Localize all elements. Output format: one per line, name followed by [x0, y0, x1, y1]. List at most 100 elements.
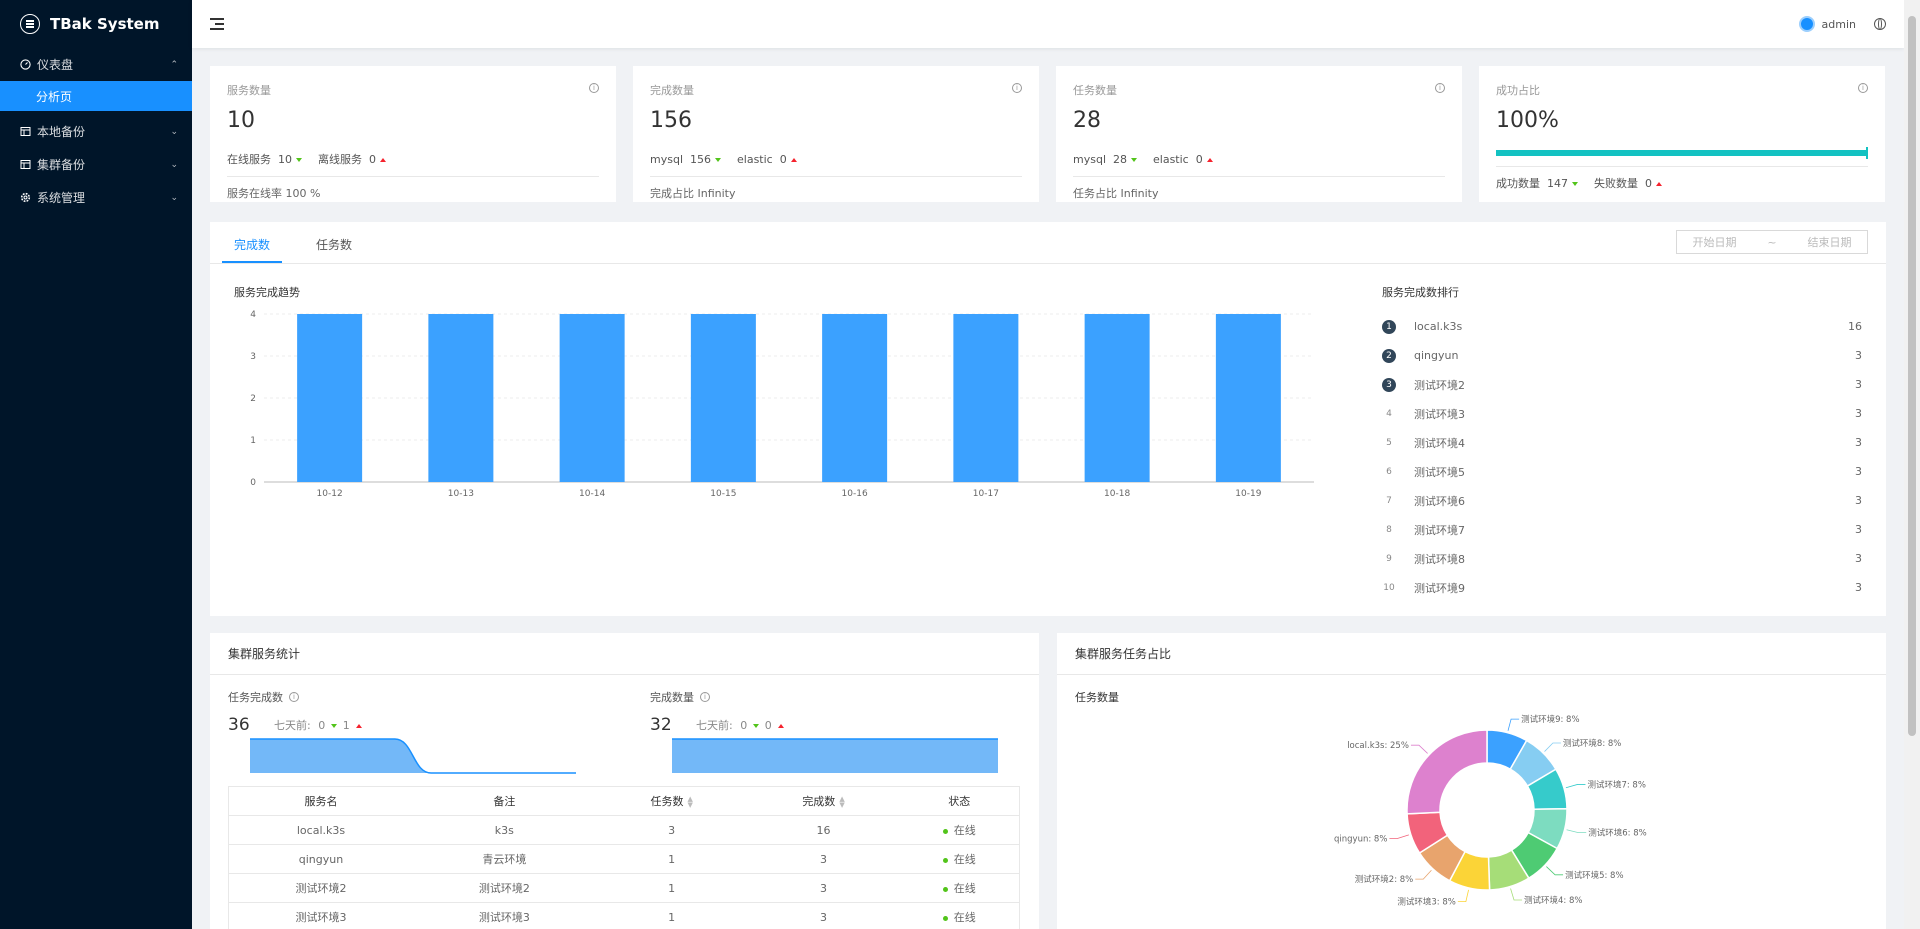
rank-value: 3 [1855, 349, 1862, 362]
done-count-block: 完成数量 i 32 七天前: 0 0 [650, 689, 998, 778]
sidebar-subitem-analysis[interactable]: 分析页 [0, 81, 192, 111]
table-cell: 16 [747, 815, 900, 845]
y-tick-label: 0 [250, 478, 256, 488]
stat-footer: 完成占比 Infinity [650, 176, 1022, 201]
date-range-picker[interactable]: 开始日期 ~ 结束日期 [1676, 230, 1868, 254]
stat-b-value: 0 [369, 153, 376, 166]
scrollbar-thumb[interactable] [1908, 16, 1916, 736]
table-row[interactable]: qingyun 青云环境 1 3 在线 [228, 844, 1020, 874]
stat-card-services: 服务数量 i 10 在线服务 10 离线服务 0 服务在线率 100 % [210, 66, 616, 202]
caret-down-icon [1572, 182, 1578, 186]
info-icon[interactable]: i [289, 692, 299, 702]
stat-card-tasks: 任务数量 i 28 mysql 28 elastic 0 任务占比 Infini… [1056, 66, 1462, 202]
menu-fold-icon[interactable] [210, 17, 226, 31]
bar[interactable] [1084, 314, 1150, 482]
start-date-input[interactable]: 开始日期 [1692, 236, 1737, 249]
sparkline-area [672, 739, 998, 773]
slice-leader-line [1546, 866, 1564, 876]
table-row[interactable]: 测试环境3 测试环境3 1 3 在线 [228, 902, 1020, 929]
rank-name: 测试环境9 [1414, 581, 1465, 595]
slice-leader-line [1507, 718, 1520, 731]
rank-name: 测试环境7 [1414, 523, 1465, 537]
y-tick-label: 1 [250, 436, 256, 446]
sidebar-item-system[interactable]: 系统管理 ⌄ [0, 181, 192, 214]
caret-down-icon [296, 158, 302, 162]
column-header: 状态 [899, 786, 1020, 816]
status-dot-icon [942, 857, 948, 863]
rank-number: 1 [1382, 319, 1396, 334]
cluster-share-card: 集群服务任务占比 任务数量 测试环境9: 8% 测试环境8: 8% 测试环境7: 8… [1057, 633, 1886, 929]
logo[interactable]: TBak System [0, 0, 192, 48]
app-title: TBak System [50, 15, 160, 33]
info-icon[interactable]: i [1012, 83, 1022, 93]
y-tick-label: 3 [250, 352, 256, 362]
caret-up-icon [355, 724, 362, 728]
status-dot-icon [942, 915, 948, 921]
status-cell: 在线 [899, 815, 1020, 845]
stat-a-label: 在线服务 [227, 153, 271, 166]
tab-completed[interactable]: 完成数 [222, 236, 283, 263]
info-icon[interactable]: i [700, 692, 710, 702]
x-tick-label: 10-15 [710, 489, 736, 499]
sidebar-item-dashboard[interactable]: 仪表盘 ⌃ [0, 48, 192, 81]
info-icon[interactable]: i [1858, 83, 1868, 93]
x-tick-label: 10-13 [448, 489, 474, 499]
slice-label: 测试环境9: 8% [1521, 714, 1579, 725]
rank-number: 4 [1386, 408, 1392, 419]
tab-tasks[interactable]: 任务数 [316, 238, 353, 252]
donut-slice[interactable] [1406, 729, 1488, 815]
slice-leader-line [1415, 870, 1432, 880]
status-dot-icon [942, 828, 948, 834]
ranking-panel: 服务完成数排行 1 local.k3s 16 2 qingyun 3 3 测试环境2 3 4 测试环… [1382, 284, 1872, 602]
slice-label: 测试环境2: 8% [1355, 874, 1413, 885]
username[interactable]: admin [1821, 17, 1856, 31]
rank-value: 3 [1855, 465, 1862, 478]
sort-icon[interactable]: ▲ ▼ [839, 795, 845, 809]
done-count-sparkline [672, 738, 998, 773]
table-row[interactable]: 测试环境2 测试环境2 1 3 在线 [228, 873, 1020, 903]
rank-number: 7 [1386, 495, 1392, 506]
slice-leader-line [1389, 834, 1409, 839]
rank-name: qingyun [1414, 349, 1459, 362]
caret-up-icon [1656, 182, 1662, 186]
bar[interactable] [690, 314, 756, 482]
rank-value: 3 [1855, 494, 1862, 507]
table-cell: 青云环境 [413, 844, 596, 874]
y-tick-label: 4 [250, 310, 256, 320]
globe-icon[interactable] [1874, 18, 1886, 30]
list-item: 1 local.k3s 16 [1382, 312, 1872, 341]
table-cell: 1 [595, 873, 748, 903]
column-header-sortable[interactable]: 完成数 ▲ ▼ [747, 786, 900, 816]
sort-icon[interactable]: ▲ ▼ [687, 795, 693, 809]
info-icon[interactable]: i [1435, 83, 1445, 93]
avatar[interactable] [1798, 16, 1815, 32]
slice-label: 测试环境8: 8% [1563, 738, 1621, 749]
status-cell: 在线 [899, 873, 1020, 903]
bar[interactable] [297, 314, 363, 482]
sidebar-item-local-backup[interactable]: 本地备份 ⌄ [0, 115, 192, 148]
status-dot-icon [942, 886, 948, 892]
stat-breakdown: 在线服务 10 离线服务 0 [227, 148, 599, 170]
caret-down-icon [715, 157, 721, 162]
bar[interactable] [428, 314, 494, 482]
vertical-scrollbar[interactable] [1904, 0, 1920, 929]
slice-label: 测试环境6: 8% [1588, 828, 1646, 839]
status-cell: 在线 [899, 844, 1020, 874]
service-table: 服务名 备注 任务数 ▲ ▼ 完成数 ▲ ▼ 状态 local.k3s k3s 3 16 在线 q… [228, 786, 1020, 929]
table-row[interactable]: local.k3s k3s 3 16 在线 [228, 815, 1020, 845]
bar[interactable] [559, 314, 625, 482]
end-date-input[interactable]: 结束日期 [1807, 236, 1852, 249]
bar[interactable] [953, 314, 1019, 482]
sidebar-item-label: 仪表盘 [37, 58, 74, 72]
stat-b-label: 失败数量 [1594, 177, 1638, 190]
sidebar-item-cluster-backup[interactable]: 集群备份 ⌄ [0, 148, 192, 181]
rank-number: 8 [1386, 524, 1392, 535]
rank-number: 10 [1383, 582, 1395, 593]
info-icon[interactable]: i [589, 83, 599, 93]
slice-leader-line [1565, 784, 1586, 789]
bar[interactable] [1215, 314, 1281, 482]
list-item: 6 测试环境5 3 [1382, 457, 1872, 486]
bar[interactable] [822, 314, 888, 482]
table-cell: 测试环境3 [413, 902, 596, 929]
column-header-sortable[interactable]: 任务数 ▲ ▼ [595, 786, 748, 816]
